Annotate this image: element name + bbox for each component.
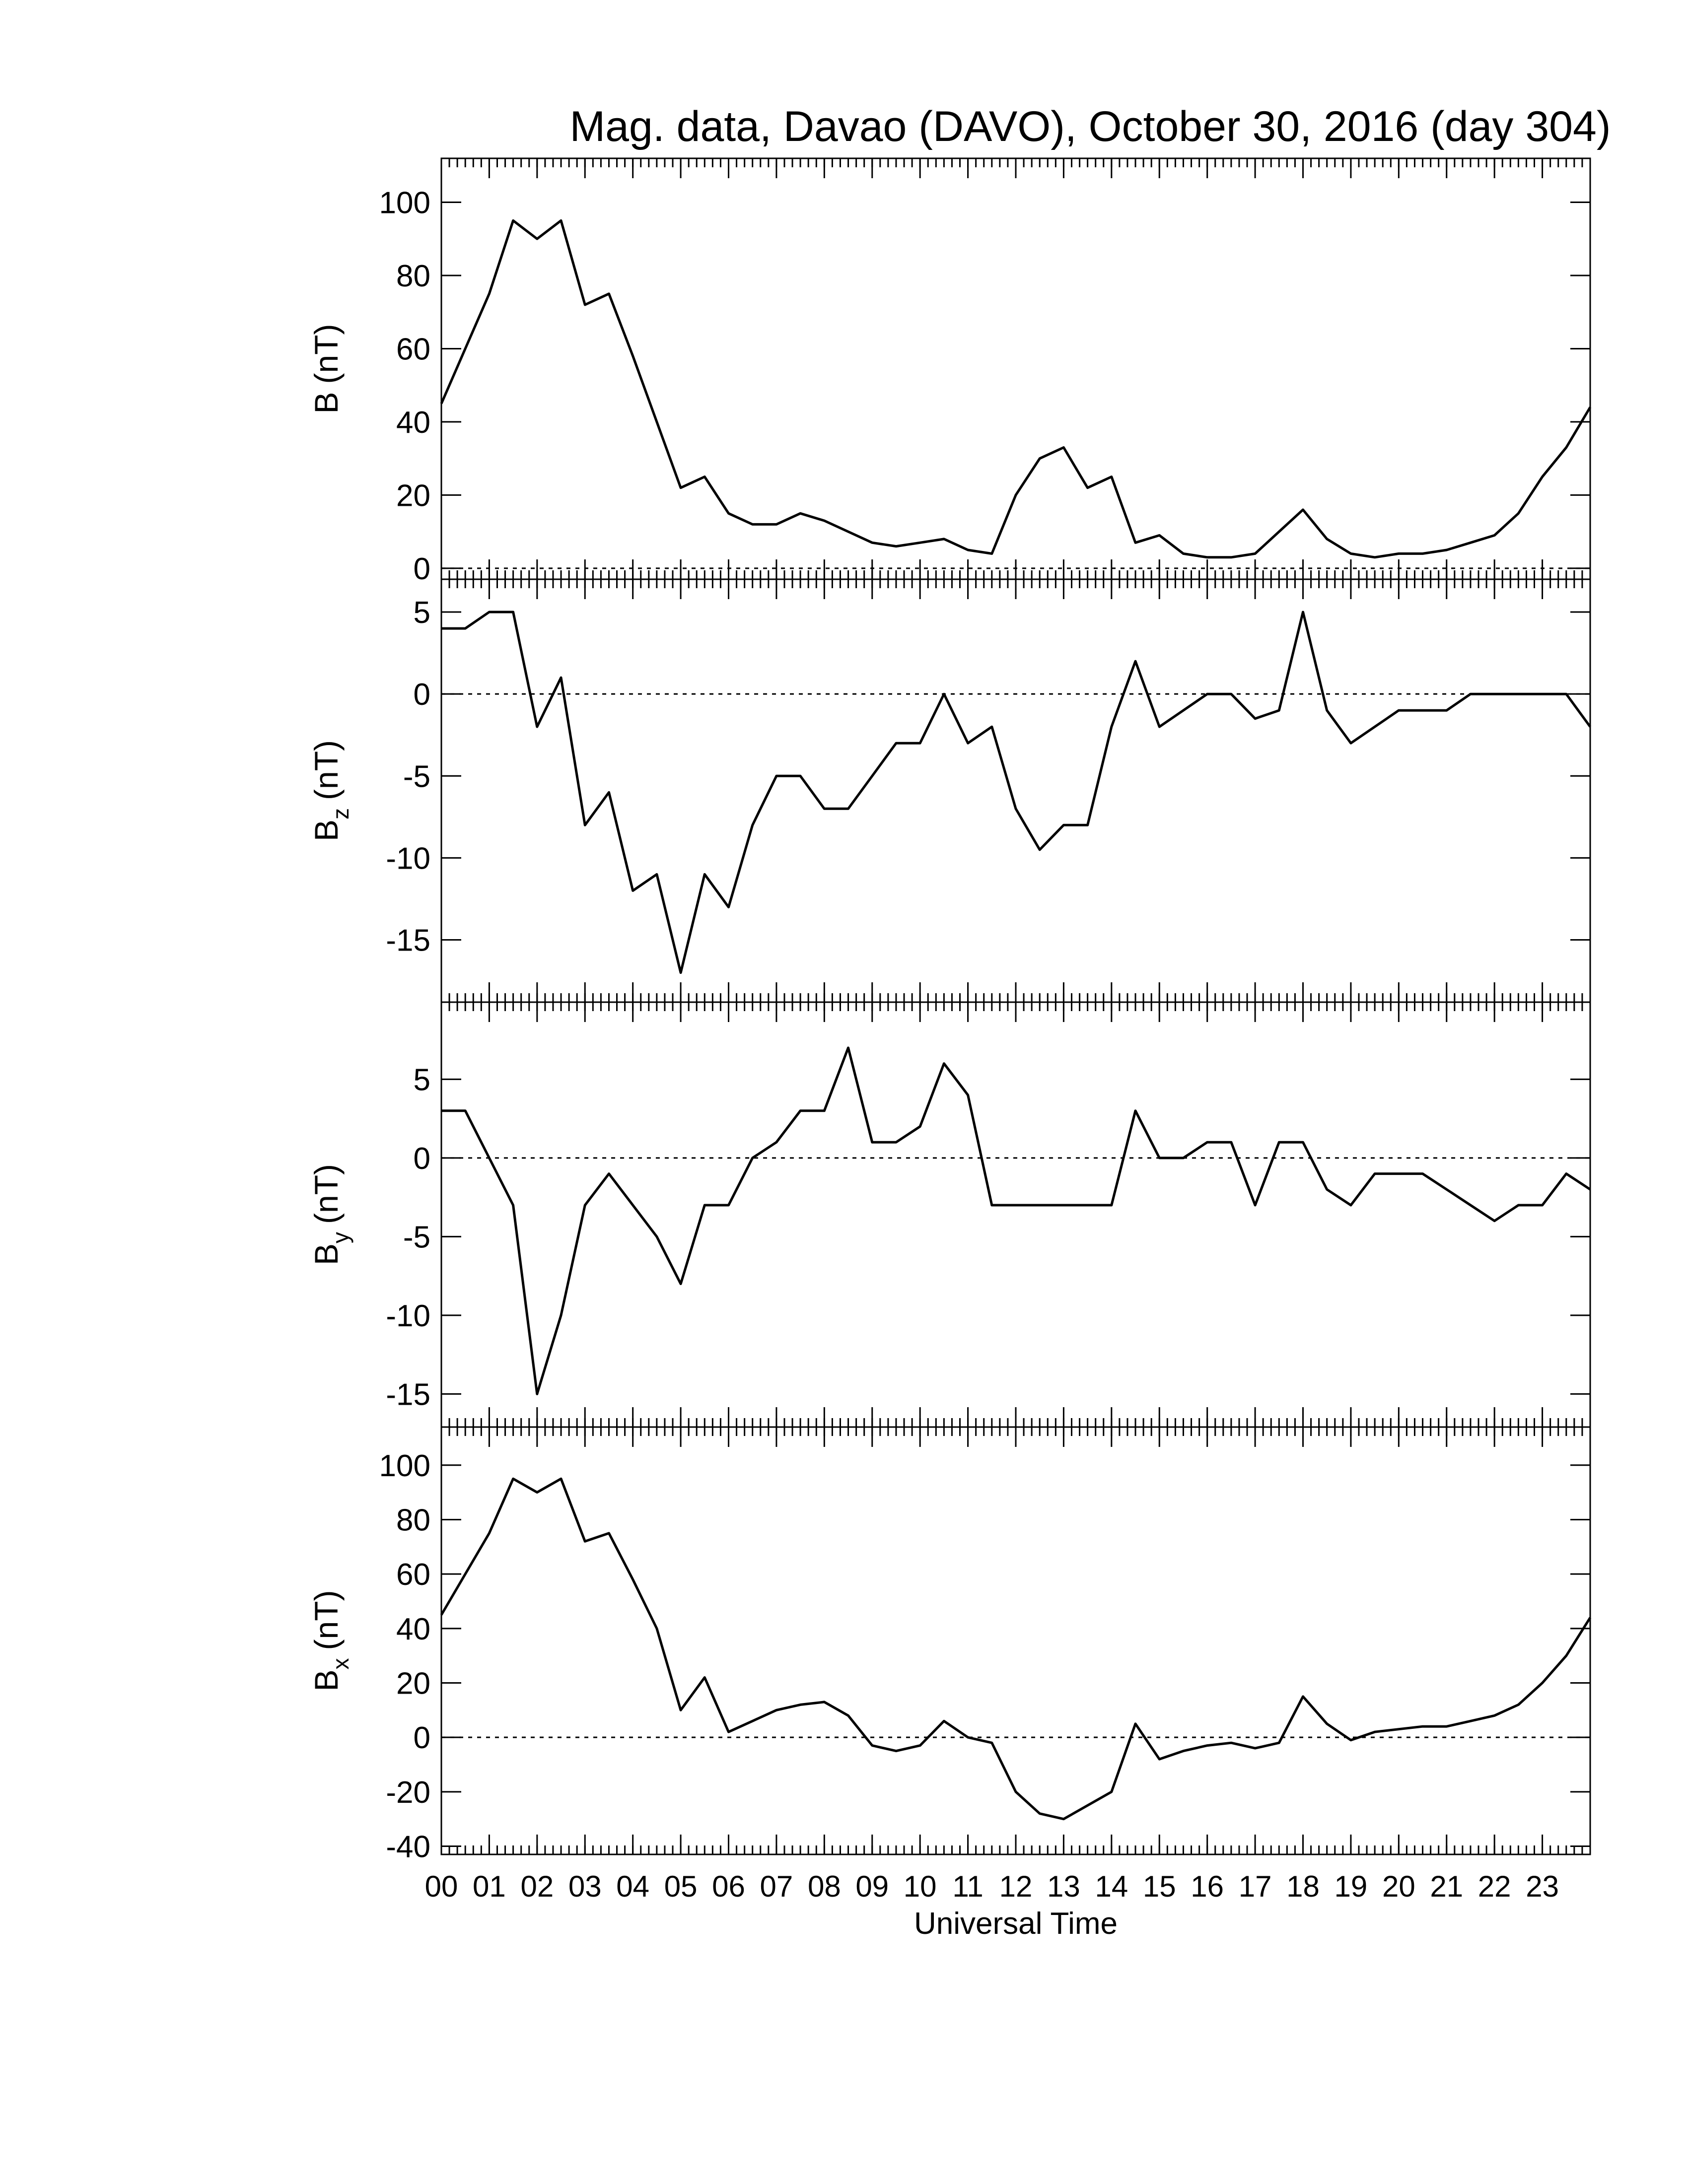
data-line bbox=[441, 611, 1592, 974]
y-tick-label: -10 bbox=[386, 1299, 430, 1333]
x-tick-label: 10 bbox=[904, 1870, 937, 1903]
data-line bbox=[440, 1477, 1592, 1821]
x-tick-label: 07 bbox=[760, 1870, 793, 1903]
y-tick-label: 80 bbox=[396, 259, 430, 293]
y-label-base: B bbox=[308, 1243, 345, 1265]
y-tick-label: 0 bbox=[414, 1142, 430, 1176]
x-tick-label: 18 bbox=[1286, 1870, 1320, 1903]
x-tick-label: 08 bbox=[808, 1870, 841, 1903]
y-tick-label: -5 bbox=[403, 759, 430, 794]
x-tick-label: 19 bbox=[1335, 1870, 1368, 1903]
x-tick-label: 15 bbox=[1143, 1870, 1176, 1903]
y-label-unit: (nT) bbox=[308, 1164, 345, 1224]
y-tick-label: -5 bbox=[403, 1220, 430, 1254]
x-tick-label: 01 bbox=[473, 1870, 506, 1903]
x-tick-label: 16 bbox=[1191, 1870, 1224, 1903]
y-tick-label: 100 bbox=[379, 186, 430, 220]
y-tick-label: -15 bbox=[386, 924, 430, 958]
data-line bbox=[441, 1046, 1591, 1395]
y-tick-label: 40 bbox=[396, 1612, 430, 1646]
y-label-base: B bbox=[308, 1669, 345, 1691]
x-tick-label: 11 bbox=[952, 1870, 983, 1903]
x-tick-label: 00 bbox=[425, 1870, 458, 1903]
x-tick-label: 06 bbox=[712, 1870, 745, 1903]
x-tick-label: 21 bbox=[1430, 1870, 1463, 1903]
y-label-unit: (nT) bbox=[308, 1590, 345, 1650]
y-label-sub: z bbox=[328, 808, 353, 819]
x-tick-label: 09 bbox=[855, 1870, 889, 1903]
x-tick-label: 22 bbox=[1478, 1870, 1511, 1903]
y-tick-label: 60 bbox=[396, 1558, 430, 1592]
y-tick-label: 20 bbox=[396, 1667, 430, 1701]
data-line bbox=[440, 219, 1592, 559]
x-tick-label: 12 bbox=[999, 1870, 1033, 1903]
x-axis-label: Universal Time bbox=[914, 1907, 1118, 1941]
y-tick-label: -20 bbox=[386, 1775, 430, 1810]
y-tick-label: 5 bbox=[414, 596, 430, 630]
y-axis-label: B (nT) bbox=[308, 324, 345, 413]
y-tick-label: 60 bbox=[396, 332, 430, 366]
y-tick-label: 0 bbox=[414, 1721, 430, 1755]
y-label-sub: x bbox=[328, 1658, 353, 1669]
x-tick-label: 03 bbox=[568, 1870, 602, 1903]
y-label-sub: y bbox=[328, 1232, 353, 1243]
y-tick-label: 100 bbox=[379, 1449, 430, 1483]
y-tick-label: 5 bbox=[414, 1063, 430, 1097]
y-axis-label: Bz (nT) bbox=[308, 740, 353, 841]
x-tick-label: 20 bbox=[1382, 1870, 1415, 1903]
y-label-base: B bbox=[308, 819, 345, 841]
x-tick-label: 05 bbox=[664, 1870, 698, 1903]
chart-title: Mag. data, Davao (DAVO), October 30, 201… bbox=[570, 103, 1611, 150]
y-tick-label: 0 bbox=[414, 552, 430, 586]
x-tick-label: 17 bbox=[1239, 1870, 1272, 1903]
y-tick-label: 80 bbox=[396, 1503, 430, 1537]
x-tick-label: 23 bbox=[1526, 1870, 1559, 1903]
y-tick-label: -15 bbox=[386, 1377, 430, 1412]
y-tick-label: 20 bbox=[396, 478, 430, 513]
x-tick-label: 04 bbox=[616, 1870, 649, 1903]
x-tick-label: 02 bbox=[520, 1870, 554, 1903]
y-label-base: B bbox=[308, 392, 345, 413]
y-axis-label: Bx (nT) bbox=[308, 1590, 353, 1691]
y-label-unit: (nT) bbox=[308, 324, 345, 384]
y-tick-label: -40 bbox=[386, 1830, 430, 1864]
x-tick-label: 13 bbox=[1047, 1870, 1080, 1903]
plot-frame bbox=[440, 1426, 1591, 1855]
y-tick-label: 40 bbox=[396, 406, 430, 440]
y-axis-label: By (nT) bbox=[308, 1164, 353, 1265]
y-label-unit: (nT) bbox=[308, 740, 345, 800]
x-tick-label: 14 bbox=[1095, 1870, 1128, 1903]
y-tick-label: -10 bbox=[386, 841, 430, 876]
y-tick-label: 0 bbox=[414, 678, 430, 712]
